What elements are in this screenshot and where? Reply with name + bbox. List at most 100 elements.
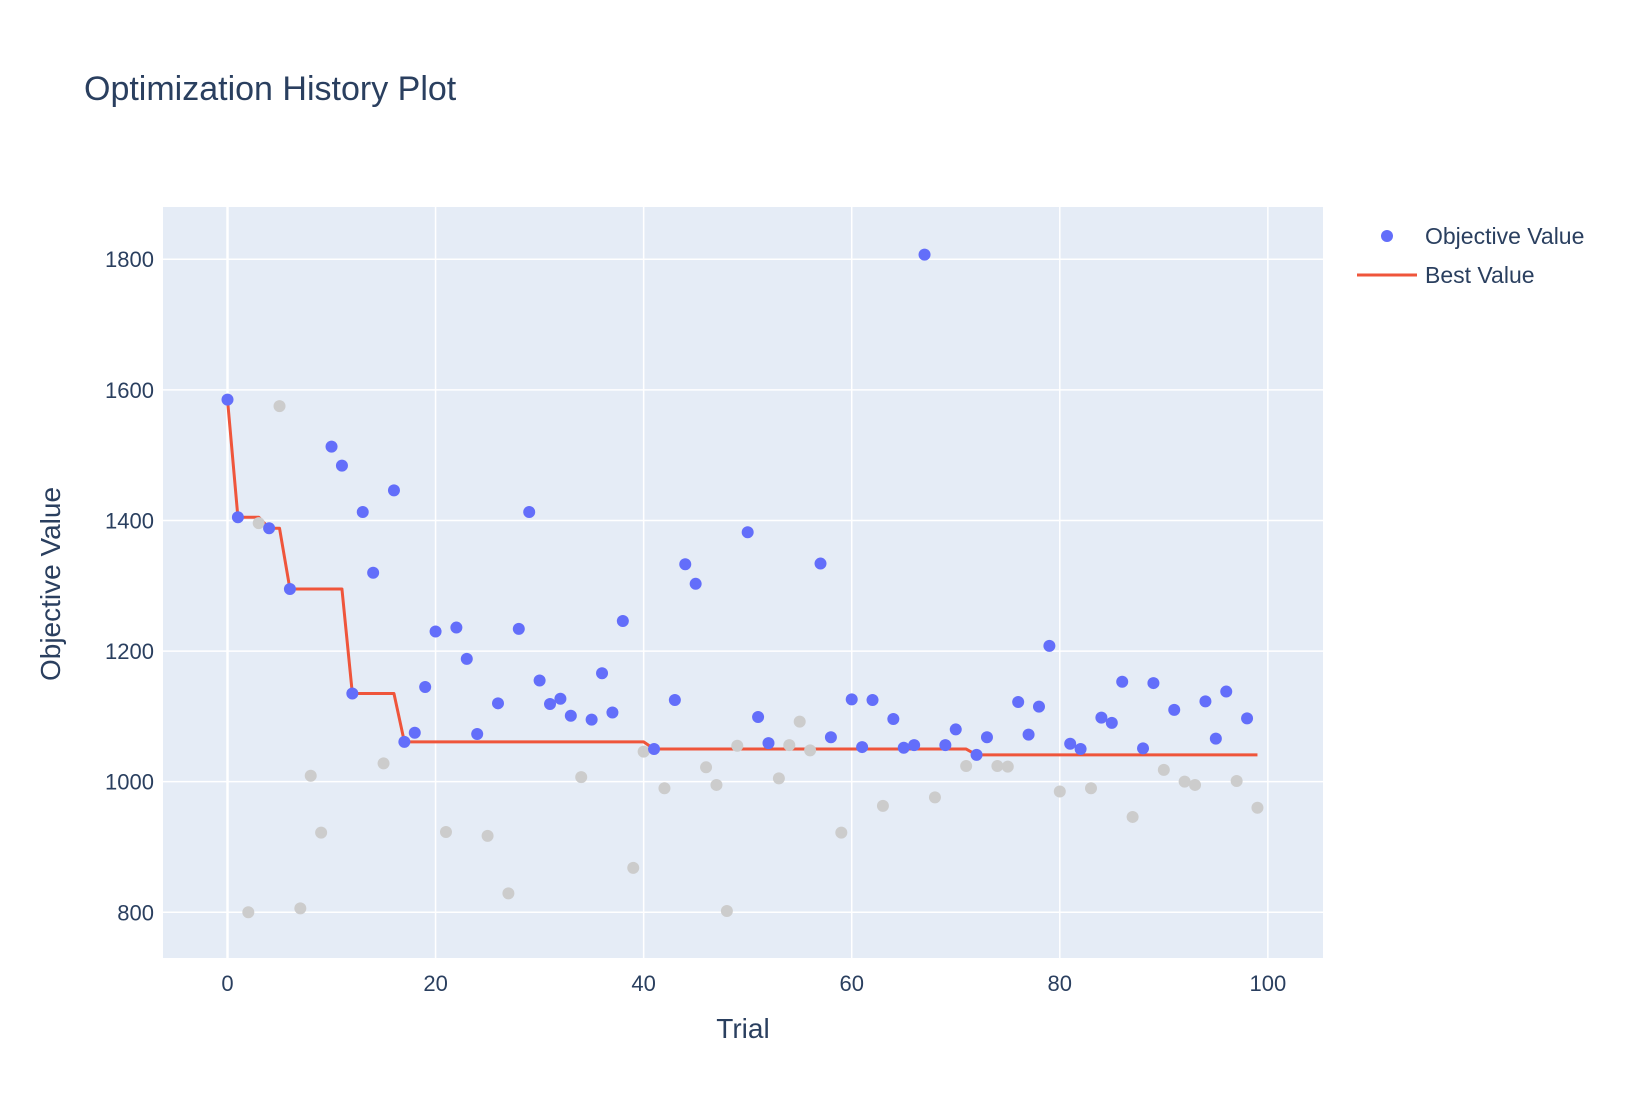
objective-value-point[interactable] bbox=[346, 687, 359, 700]
objective-value-point[interactable] bbox=[689, 577, 702, 590]
infeasible-trial-point[interactable] bbox=[315, 826, 328, 839]
infeasible-trial-point[interactable] bbox=[502, 887, 515, 900]
infeasible-trial-point[interactable] bbox=[1126, 810, 1139, 823]
infeasible-trial-point[interactable] bbox=[1085, 782, 1097, 795]
infeasible-trial-point[interactable] bbox=[876, 799, 889, 812]
infeasible-trial-point[interactable] bbox=[928, 791, 941, 804]
infeasible-trial-point[interactable] bbox=[304, 769, 317, 782]
objective-value-point[interactable] bbox=[762, 737, 775, 750]
objective-value-point[interactable] bbox=[1074, 743, 1087, 756]
objective-value-point[interactable] bbox=[460, 652, 473, 665]
infeasible-trial-point[interactable] bbox=[575, 771, 588, 784]
objective-value-point[interactable] bbox=[1105, 716, 1118, 729]
objective-value-point[interactable] bbox=[648, 743, 661, 756]
objective-value-point[interactable] bbox=[752, 711, 765, 724]
infeasible-trial-point[interactable] bbox=[783, 739, 796, 752]
infeasible-trial-point[interactable] bbox=[772, 772, 785, 785]
objective-value-point[interactable] bbox=[1095, 711, 1108, 724]
objective-value-point[interactable] bbox=[1022, 728, 1035, 741]
objective-value-point[interactable] bbox=[1209, 732, 1222, 745]
objective-value-point[interactable] bbox=[564, 709, 577, 722]
objective-value-point[interactable] bbox=[887, 712, 900, 725]
objective-value-point[interactable] bbox=[1147, 677, 1160, 690]
objective-value-point[interactable] bbox=[856, 741, 869, 754]
objective-value-point[interactable] bbox=[1043, 639, 1056, 652]
objective-value-point[interactable] bbox=[491, 697, 504, 710]
objective-value-point[interactable] bbox=[970, 748, 983, 761]
infeasible-trial-point[interactable] bbox=[720, 904, 733, 917]
infeasible-trial-point[interactable] bbox=[273, 400, 286, 413]
objective-value-point[interactable] bbox=[512, 622, 525, 635]
infeasible-trial-point[interactable] bbox=[481, 829, 494, 842]
objective-value-point[interactable] bbox=[1220, 685, 1233, 698]
objective-value-point[interactable] bbox=[523, 505, 536, 518]
infeasible-trial-point[interactable] bbox=[1230, 775, 1243, 788]
objective-value-point[interactable] bbox=[668, 694, 681, 707]
objective-value-point[interactable] bbox=[419, 680, 432, 693]
objective-value-point[interactable] bbox=[335, 459, 348, 472]
objective-value-point[interactable] bbox=[356, 505, 369, 518]
infeasible-trial-point[interactable] bbox=[1251, 801, 1264, 814]
objective-value-point[interactable] bbox=[949, 723, 962, 736]
objective-value-point[interactable] bbox=[533, 674, 546, 687]
infeasible-trial-point[interactable] bbox=[1157, 763, 1170, 776]
infeasible-trial-point[interactable] bbox=[804, 744, 817, 757]
objective-value-point[interactable] bbox=[845, 693, 858, 706]
objective-value-point[interactable] bbox=[231, 511, 244, 524]
infeasible-trial-point[interactable] bbox=[731, 739, 744, 752]
objective-value-point[interactable] bbox=[741, 526, 754, 539]
infeasible-trial-point[interactable] bbox=[835, 826, 848, 839]
infeasible-trial-point[interactable] bbox=[960, 760, 973, 773]
objective-value-point[interactable] bbox=[325, 440, 338, 453]
legend-item-objective-value[interactable]: Objective Value bbox=[1381, 223, 1584, 249]
objective-value-point[interactable] bbox=[1032, 700, 1045, 713]
objective-value-point[interactable] bbox=[429, 625, 442, 638]
infeasible-trial-point[interactable] bbox=[1053, 785, 1066, 798]
objective-value-point[interactable] bbox=[939, 739, 952, 752]
infeasible-trial-point[interactable] bbox=[1001, 760, 1014, 773]
objective-value-point[interactable] bbox=[908, 739, 921, 752]
objective-value-point[interactable] bbox=[1064, 737, 1077, 750]
objective-value-point[interactable] bbox=[679, 558, 692, 571]
infeasible-trial-point[interactable] bbox=[439, 825, 452, 838]
objective-value-point[interactable] bbox=[606, 706, 619, 719]
objective-value-point[interactable] bbox=[544, 697, 557, 710]
objective-value-point[interactable] bbox=[980, 731, 993, 744]
objective-value-point[interactable] bbox=[554, 692, 567, 705]
objective-value-point[interactable] bbox=[1241, 712, 1254, 725]
infeasible-trial-point[interactable] bbox=[1178, 775, 1191, 788]
objective-value-point[interactable] bbox=[585, 713, 598, 726]
legend-item-best-value[interactable]: Best Value bbox=[1357, 262, 1535, 288]
infeasible-trial-point[interactable] bbox=[242, 906, 255, 919]
objective-value-point[interactable] bbox=[814, 557, 827, 570]
objective-value-point[interactable] bbox=[616, 615, 629, 628]
infeasible-trial-point[interactable] bbox=[710, 778, 723, 791]
objective-value-point[interactable] bbox=[387, 484, 400, 497]
infeasible-trial-point[interactable] bbox=[1189, 778, 1202, 791]
objective-value-point[interactable] bbox=[824, 731, 837, 744]
objective-value-point[interactable] bbox=[283, 583, 296, 596]
objective-value-point[interactable] bbox=[450, 621, 463, 634]
objective-value-point[interactable] bbox=[1012, 696, 1025, 709]
objective-value-point[interactable] bbox=[866, 694, 879, 707]
objective-value-point[interactable] bbox=[596, 667, 609, 680]
objective-value-point[interactable] bbox=[471, 728, 484, 741]
objective-value-point[interactable] bbox=[221, 393, 234, 406]
objective-value-point[interactable] bbox=[1116, 675, 1129, 688]
objective-value-point[interactable] bbox=[897, 741, 910, 754]
objective-value-point[interactable] bbox=[1168, 703, 1181, 716]
infeasible-trial-point[interactable] bbox=[294, 902, 307, 915]
infeasible-trial-point[interactable] bbox=[377, 757, 390, 770]
objective-value-point[interactable] bbox=[918, 248, 931, 261]
objective-value-point[interactable] bbox=[1137, 742, 1150, 755]
infeasible-trial-point[interactable] bbox=[627, 861, 640, 874]
objective-value-point[interactable] bbox=[398, 735, 411, 748]
infeasible-trial-point[interactable] bbox=[793, 715, 806, 728]
infeasible-trial-point[interactable] bbox=[991, 760, 1004, 773]
objective-value-point[interactable] bbox=[408, 726, 421, 739]
infeasible-trial-point[interactable] bbox=[700, 761, 713, 774]
objective-value-point[interactable] bbox=[1199, 695, 1212, 708]
objective-value-point[interactable] bbox=[367, 566, 380, 579]
infeasible-trial-point[interactable] bbox=[658, 782, 671, 795]
objective-value-point[interactable] bbox=[263, 522, 276, 535]
